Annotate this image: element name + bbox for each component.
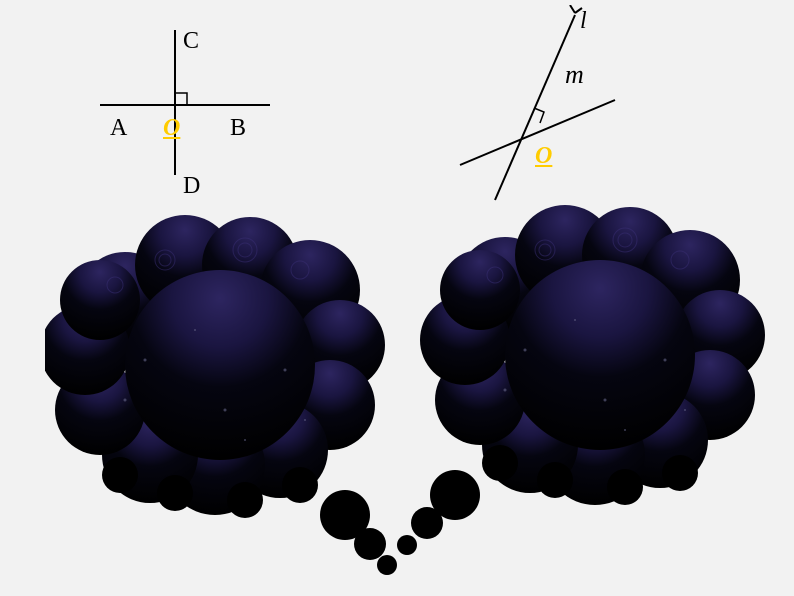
cloud-svg [395, 205, 765, 565]
perpendicular-diagram-lm: m O l [440, 5, 700, 205]
label-d: D [183, 173, 200, 200]
thought-cloud-left [45, 210, 405, 580]
label-m: m [565, 60, 584, 90]
label-c: C [183, 28, 199, 55]
diagram-svg [440, 5, 700, 205]
cloud-svg [45, 210, 405, 580]
thought-tail [320, 490, 397, 575]
cloud-body [420, 205, 765, 505]
thought-cloud-right [395, 205, 765, 565]
label-o-left: O [163, 115, 180, 142]
right-angle-mark [175, 93, 187, 105]
thought-tail [397, 470, 480, 555]
cloud-body [45, 215, 385, 515]
label-l: l [580, 8, 587, 35]
label-o-right: O [535, 143, 552, 170]
perpendicular-diagram-abcd: A B C D O [95, 25, 295, 205]
right-angle-mark [534, 108, 544, 123]
label-a: A [110, 115, 127, 142]
line-l [495, 15, 575, 200]
label-b: B [230, 115, 246, 142]
